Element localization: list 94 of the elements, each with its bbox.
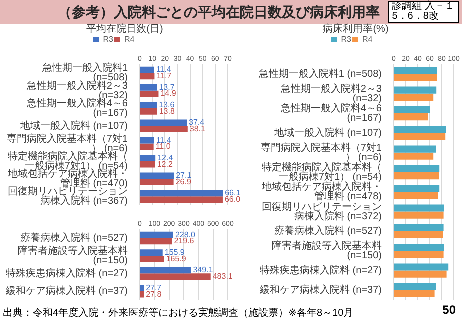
y-tick-label: 地域一般入院料 (n=107) [273,126,382,139]
y-tick-label: 緩和ケア病棟入院料 (n=37) [259,284,382,296]
bar [140,66,154,74]
bar [394,86,437,94]
legend-label: R3 [341,35,352,44]
bar [140,196,223,204]
data-label: 228.0 [175,230,196,240]
data-label: 483.1 [212,272,234,282]
y-tick-label: 急性期一般入院料4～6 (n=167) [280,102,382,124]
data-label: 349.1 [193,266,214,275]
data-label: 11.0 [156,142,172,152]
data-label: 12.2 [157,160,174,169]
bar [394,152,434,160]
bar [394,133,446,140]
y-tick-label: 障害者施設等入院基本料 (n=150) [272,240,382,262]
bar [140,144,154,150]
bar [140,90,159,98]
bar [394,204,444,212]
bar [394,283,436,290]
chart-title: （参考）入院料ごとの平均在院日数及び病床利用率 [58,4,380,22]
bar [140,126,188,132]
y-tick-label: 緩和ケア病棟入院料 (n=37) [5,285,128,298]
legend-label: R4 [124,35,136,44]
bar [394,185,440,192]
bar [140,161,156,168]
bar [140,256,164,262]
data-label: 27.8 [146,290,162,299]
bar [140,250,163,256]
bar [394,165,440,172]
data-label: 165.9 [166,254,187,264]
bar [140,120,188,126]
y-tick-label: 急性期一般入院料2～3 (n=32) [280,82,382,104]
data-label: 27.7 [146,283,162,292]
bar [140,172,174,180]
y-tick-label: 障害者施設等入院基本料 (n=150) [18,244,128,266]
y-tick-label: 急性期一般入院料1 (n=508) [258,68,382,80]
bar [394,126,446,134]
y-tick-label: 特殊疾患病棟入院料 (n=27) [260,264,382,277]
bar [140,291,144,298]
bar [394,74,438,82]
data-label: 14.9 [160,89,177,98]
bar [394,224,444,232]
bar [394,270,447,278]
data-label: 13.7 [159,82,176,92]
data-label: 219.6 [174,236,195,246]
data-label: 12.4 [158,153,174,162]
y-tick-label: 療養病棟入院料 (n=527) [20,232,128,244]
y-tick-label: 回復期リハビリテーション病棟入院料 (n=372) [262,200,382,222]
bar [394,146,436,153]
bar [394,264,449,271]
bar [394,172,439,180]
data-label: 66.1 [225,188,242,198]
data-label: 11.7 [156,72,172,81]
bar [140,179,174,186]
bar [394,67,438,74]
legend-label: R3 [103,35,114,44]
bar [140,190,224,197]
bar [394,94,434,101]
bar [140,137,154,144]
y-tick-label: 地域一般入院料 (n=107) [19,120,128,132]
bar [394,290,435,298]
legend-label: R4 [362,35,374,44]
data-label: 66.0 [224,195,242,204]
data-label: 38.1 [190,124,206,134]
text: 50 [442,303,456,317]
bar [394,212,444,219]
bar [394,251,444,258]
bar [140,108,158,115]
data-label: 11.4 [156,136,172,145]
chart-subtitle: 平均在院日数(日) [86,24,164,35]
data-label: 11.4 [156,65,172,74]
bar [140,84,158,91]
bar [394,114,428,121]
bar [140,238,172,245]
bar [140,267,192,274]
bar [394,244,444,252]
bar [140,274,211,280]
y-tick-label: 療養病棟入院料 (n=527) [274,225,382,238]
y-tick-label: 専門病院入院基本料（7対1） (n=6) [260,142,382,164]
bar [140,285,144,292]
y-tick-label: 地域包括ケア病棟入院料・管理料 (n=478) [261,181,382,203]
bar [394,231,444,239]
bar [140,73,155,80]
bar [394,192,438,200]
bar [140,102,158,108]
y-tick-label: 特定機能病院入院基本料（一般病棟7対1） (n=54) [262,162,382,183]
chart-title: 病床利用率(%) [322,24,390,35]
data-label: 155.9 [164,248,186,257]
data-label: 37.4 [189,118,206,128]
bar [394,106,430,114]
source-note: 出典：令和4年度入院・外来医療等における実態調査（施設票）※各年8～10月 [3,308,354,319]
y-tick-label: 特殊疾患病棟入院料 (n=27) [6,267,128,280]
bar [140,155,156,162]
bar [140,232,174,238]
